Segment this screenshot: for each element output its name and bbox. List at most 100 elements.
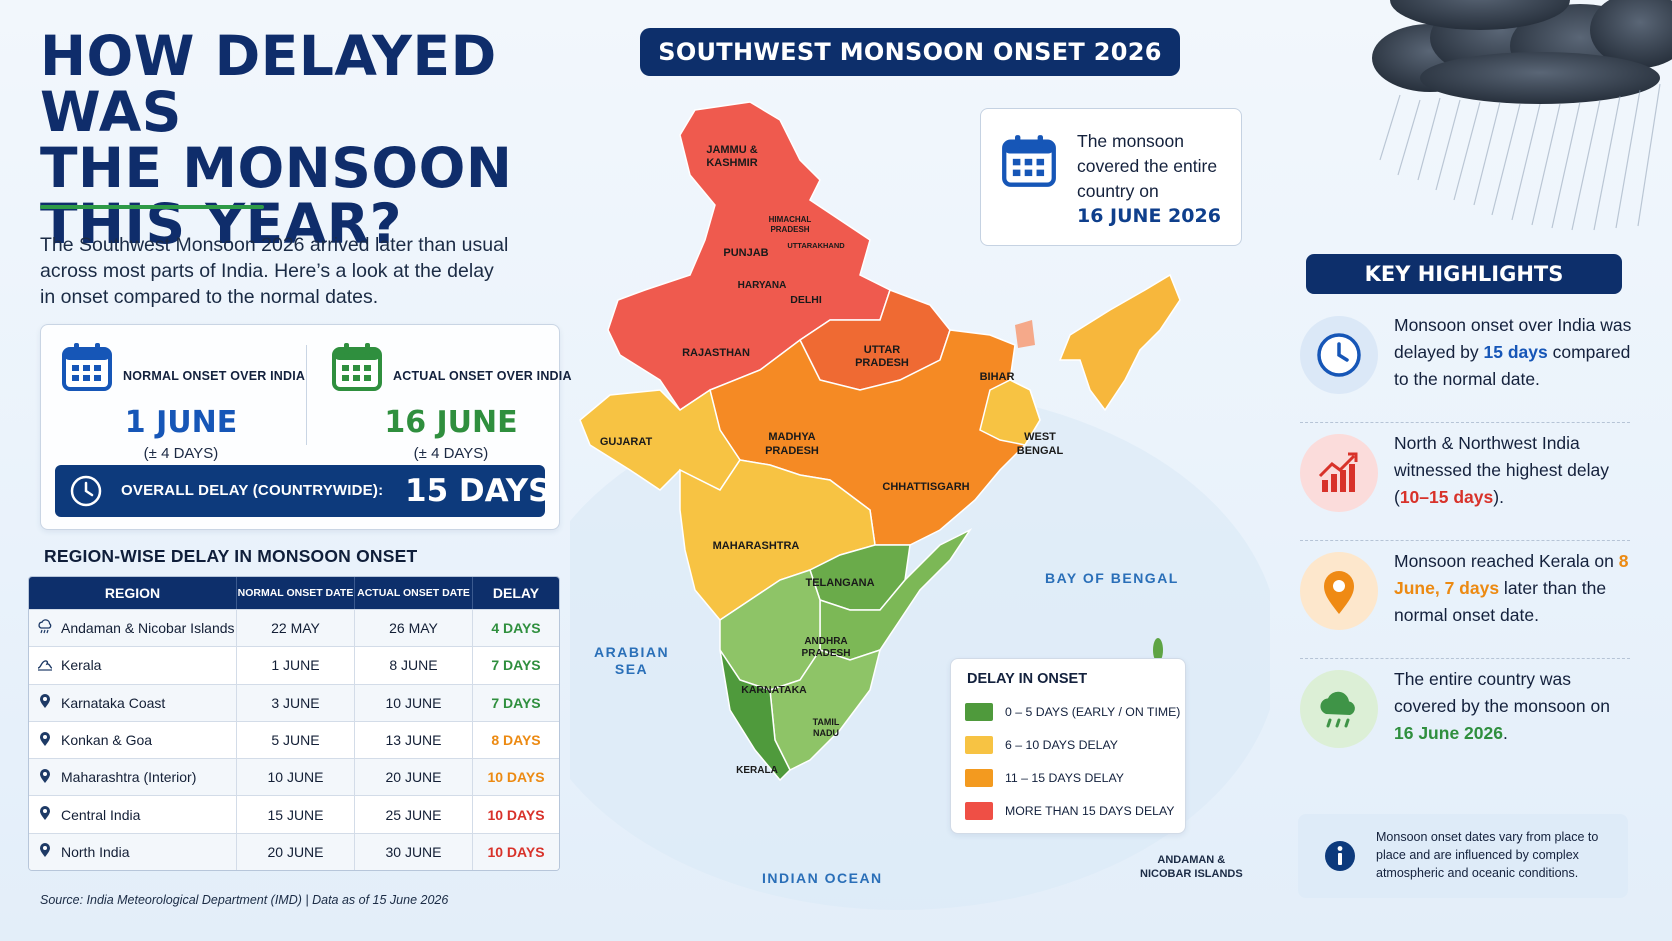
table-row: North India 20 JUNE 30 JUNE 10 DAYS <box>29 832 559 870</box>
info-icon <box>1325 841 1355 871</box>
cell-region: Kerala <box>29 647 237 684</box>
cell-region: Karnataka Coast <box>29 684 237 721</box>
label-andaman-nicobar: ANDAMAN & NICOBAR ISLANDS <box>1140 853 1243 881</box>
highlight-text-post: compared to the normal date. <box>1394 342 1631 389</box>
cell-actual-onset: 30 JUNE <box>355 833 473 870</box>
label-andaman: ANDAMAN & <box>1157 854 1226 866</box>
region-west-bengal <box>979 379 1041 446</box>
legend-title: DELAY IN ONSET <box>967 671 1088 687</box>
cell-region: North India <box>29 833 237 870</box>
table-row: Kerala 1 JUNE 8 JUNE 7 DAYS <box>29 646 559 684</box>
label-west-bengal-2: BENGAL <box>1017 445 1064 457</box>
label-karnataka: KARNATAKA <box>741 684 807 696</box>
cell-delay: 10 DAYS <box>487 843 545 860</box>
region-name: Konkan & Goa <box>61 732 153 749</box>
highlight-text-pre: The entire country was covered by the mo… <box>1394 669 1610 716</box>
header-normal-onset: NORMAL ONSET DATE <box>237 577 355 609</box>
header-delay: DELAY <box>492 585 540 601</box>
onset-divider <box>306 345 307 445</box>
location-pin-icon <box>37 768 53 787</box>
highlight-emphasis: 16 June 2026 <box>1394 723 1503 743</box>
label-jammu-kashmir-2: KASHMIR <box>706 157 757 169</box>
cell-delay: 7 DAYS <box>491 694 541 711</box>
label-rajasthan: RAJASTHAN <box>682 347 750 359</box>
headline-line-2: THE MONSOON <box>40 136 513 200</box>
region-delay-table: REGION NORMAL ONSET DATE ACTUAL ONSET DA… <box>28 576 560 871</box>
region-name: Kerala <box>61 657 102 674</box>
highlight-text-post: later than the normal onset date. <box>1394 578 1607 625</box>
intro-text: The Southwest Monsoon 2026 arrived later… <box>40 234 509 308</box>
location-pin-icon <box>37 805 53 824</box>
legend-item: MORE THAN 15 DAYS DELAY <box>965 800 1174 822</box>
highlight-text-post: ). <box>1493 487 1504 507</box>
highlight-text: North & Northwest India witnessed the hi… <box>1394 430 1634 511</box>
highlight-emphasis: 10–15 days <box>1399 487 1494 507</box>
cell-normal-onset: 20 JUNE <box>237 833 355 870</box>
region-sikkim <box>1015 320 1035 348</box>
highlight-emphasis: 8 June, 7 days <box>1394 551 1629 598</box>
cell-region: Andaman & Nicobar Islands <box>29 610 237 647</box>
label-kerala: KERALA <box>736 765 778 776</box>
cell-delay: 10 DAYS <box>487 806 545 823</box>
cell-normal-onset: 10 JUNE <box>237 759 355 796</box>
legend-label: 0 – 5 DAYS (EARLY / ON TIME) <box>1005 705 1181 719</box>
legend-label: 6 – 10 DAYS DELAY <box>1005 738 1119 752</box>
info-note-text: Monsoon onset dates vary from place to p… <box>1376 830 1599 880</box>
cell-delay: 10 DAYS <box>487 769 545 786</box>
highlight-text: The entire country was covered by the mo… <box>1394 666 1634 747</box>
label-telangana: TELANGANA <box>805 577 874 589</box>
region-name: Central India <box>61 806 141 823</box>
legend-item: 6 – 10 DAYS DELAY <box>965 734 1118 756</box>
table-header: REGION NORMAL ONSET DATE ACTUAL ONSET DA… <box>29 577 559 609</box>
country-coverage-card: The monsoon covered the entire country o… <box>980 108 1242 246</box>
highlight-text-pre: North & Northwest India witnessed the hi… <box>1394 433 1609 507</box>
highlight-text-post: . <box>1502 723 1508 743</box>
highlight-text-pre: Monsoon onset over India was delayed by <box>1394 315 1632 362</box>
label-delhi: DELHI <box>790 294 822 306</box>
table-row: Central India 15 JUNE 25 JUNE 10 DAYS <box>29 795 559 833</box>
cell-normal-onset: 1 JUNE <box>237 647 355 684</box>
table-row: Andaman & Nicobar Islands 22 MAY 26 MAY … <box>29 609 559 647</box>
rain-cloud-icon <box>1300 670 1378 748</box>
location-pin-icon <box>1300 552 1378 630</box>
legend-item: 0 – 5 DAYS (EARLY / ON TIME) <box>965 701 1180 723</box>
cell-normal-onset: 15 JUNE <box>237 796 355 833</box>
normal-onset-variation: (± 4 DAYS) <box>143 445 219 462</box>
actual-onset-variation: (± 4 DAYS) <box>413 445 489 462</box>
label-punjab: PUNJAB <box>723 247 768 259</box>
map-legend: DELAY IN ONSET 0 – 5 DAYS (EARLY / ON TI… <box>950 658 1186 834</box>
normal-onset-label: NORMAL ONSET OVER INDIA <box>123 369 306 383</box>
label-himachal: HIMACHAL <box>769 215 812 224</box>
cell-normal-onset: 3 JUNE <box>237 684 355 721</box>
headline: HOW DELAYED WAS THE MONSOON THIS YEAR? <box>40 28 560 252</box>
overall-delay-value: 15 DAYS <box>405 473 551 509</box>
clock-icon <box>1300 316 1378 394</box>
table-body: Andaman & Nicobar Islands 22 MAY 26 MAY … <box>29 609 559 870</box>
rain-cloud-icon <box>37 618 53 638</box>
rising-chart-icon <box>1300 434 1378 512</box>
highlight-text: Monsoon reached Kerala on 8 June, 7 days… <box>1394 548 1634 629</box>
headline-line-1: HOW DELAYED WAS <box>40 24 497 144</box>
label-bihar: BIHAR <box>980 371 1015 383</box>
label-jammu-kashmir: JAMMU & <box>706 144 757 156</box>
highlight-emphasis: 15 days <box>1483 342 1548 362</box>
cell-actual-onset: 8 JUNE <box>355 647 473 684</box>
label-madhya-pradesh-2: PRADESH <box>765 445 819 457</box>
legend-swatch <box>965 736 993 754</box>
cell-delay: 7 DAYS <box>491 657 541 674</box>
label-west-bengal: WEST <box>1024 431 1056 443</box>
label-madhya-pradesh: MADHYA <box>768 431 815 443</box>
highlight-item: North & Northwest India witnessed the hi… <box>1300 424 1630 544</box>
label-nicobar: NICOBAR ISLANDS <box>1140 868 1243 880</box>
cell-actual-onset: 10 JUNE <box>355 684 473 721</box>
label-andhra-pradesh-2: PRADESH <box>802 648 851 659</box>
region-name: Andaman & Nicobar Islands <box>61 620 235 637</box>
clock-icon <box>70 475 102 507</box>
label-uttarakhand: UTTARAKHAND <box>787 241 845 250</box>
legend-swatch <box>965 769 993 787</box>
highlight-separator <box>1300 540 1630 541</box>
cell-delay: 4 DAYS <box>491 620 541 637</box>
cell-actual-onset: 20 JUNE <box>355 759 473 796</box>
label-gujarat: GUJARAT <box>600 436 653 448</box>
highlight-text: Monsoon onset over India was delayed by … <box>1394 312 1634 393</box>
